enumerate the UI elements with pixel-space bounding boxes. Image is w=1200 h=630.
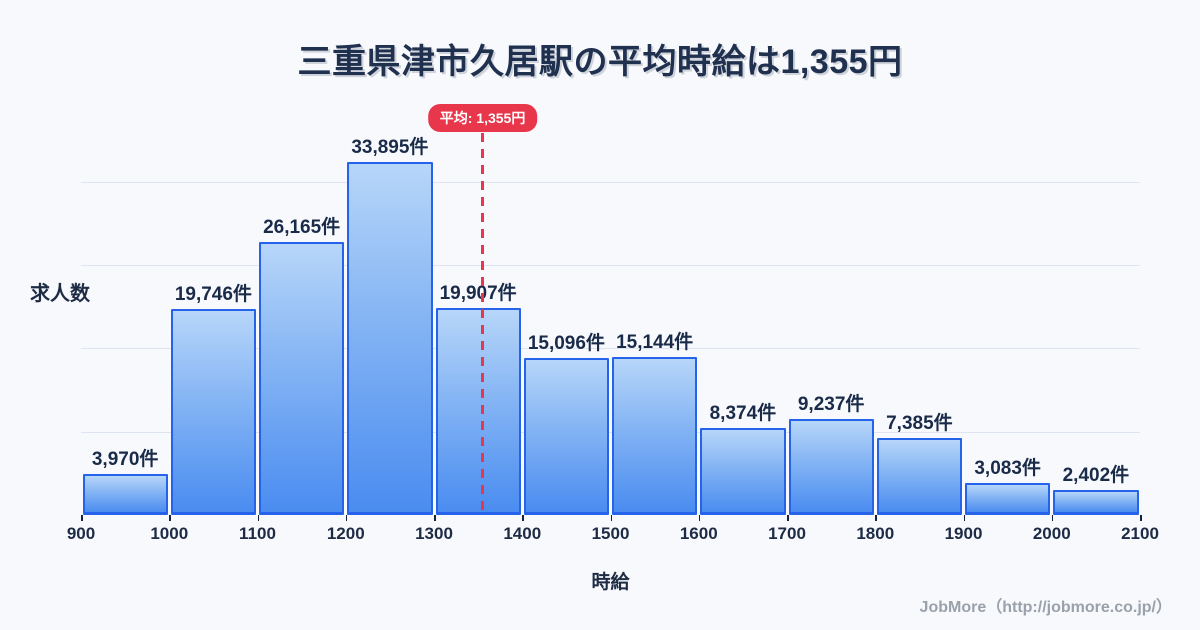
x-tick-label: 1200 [326, 524, 365, 543]
x-tick-label: 1400 [503, 524, 542, 543]
x-tick [522, 515, 524, 521]
x-tick [169, 515, 171, 521]
x-tick-label: 1500 [591, 524, 630, 543]
bar-value-label: 9,237件 [797, 393, 865, 415]
x-tick-label: 1600 [679, 524, 718, 543]
bar-value-label: 15,144件 [616, 332, 694, 354]
plot-area: 3,970件 19,746件 26,165件 33,895件 19,907件 15,096… [67, 137, 1159, 543]
x-tick-label: 1800 [856, 524, 895, 543]
x-tick [434, 515, 436, 521]
bar [700, 427, 786, 515]
x-tick-label: 1300 [415, 524, 453, 543]
bar [1053, 489, 1139, 515]
bar [788, 418, 874, 515]
bar-value-label: 2,402件 [1062, 464, 1130, 486]
gridline [81, 431, 1140, 433]
bar-value-label: 19,746件 [174, 284, 252, 306]
gridline [81, 265, 1140, 266]
x-tick-label: 900 [66, 524, 96, 543]
gridline [81, 181, 1140, 183]
bar [170, 309, 256, 515]
bar-value-label: 15,096件 [527, 332, 605, 354]
x-tick-label: 2100 [1121, 524, 1159, 543]
x-tick-label: 1000 [150, 524, 189, 543]
bar-value-label: 7,385件 [886, 413, 953, 435]
bar [965, 482, 1051, 515]
bar [523, 357, 609, 515]
x-axis-label: 時給 [591, 572, 630, 593]
bar-value-label: 33,895件 [351, 136, 429, 158]
x-tick [963, 515, 965, 521]
bar [876, 438, 962, 515]
x-tick [698, 515, 701, 521]
x-tick [610, 515, 612, 521]
x-tick [257, 515, 259, 521]
x-tick [787, 515, 789, 521]
bar [82, 473, 168, 515]
bar [259, 242, 345, 515]
average-line [481, 133, 485, 515]
bar-value-label: 8,374件 [709, 402, 777, 424]
x-tick-label: 2000 [1032, 524, 1071, 543]
y-axis-label: 求人数 [30, 283, 90, 305]
bar [612, 357, 698, 515]
x-tick [345, 515, 348, 521]
bar [347, 161, 433, 515]
x-tick [875, 515, 877, 521]
bar [435, 307, 521, 515]
bar-value-label: 26,165件 [263, 217, 341, 239]
bar-value-label: 19,907件 [439, 282, 517, 304]
x-tick-label: 1100 [239, 524, 276, 543]
x-tick [81, 515, 83, 521]
x-tick [1140, 515, 1142, 521]
x-tick [1051, 515, 1054, 521]
average-badge: 平均: 1,355円 [427, 104, 538, 132]
gridline [81, 348, 1140, 350]
chart-title: 三重県津市久居駅の平均時給は1,355円 [297, 43, 903, 81]
x-tick-label: 1700 [768, 524, 806, 543]
bar-value-label: 3,970件 [91, 448, 159, 470]
footer-credit: JobMore（http://jobmore.co.jp/） [919, 599, 1172, 616]
bar-value-label: 3,083件 [974, 457, 1041, 479]
x-tick-label: 1900 [944, 524, 983, 543]
